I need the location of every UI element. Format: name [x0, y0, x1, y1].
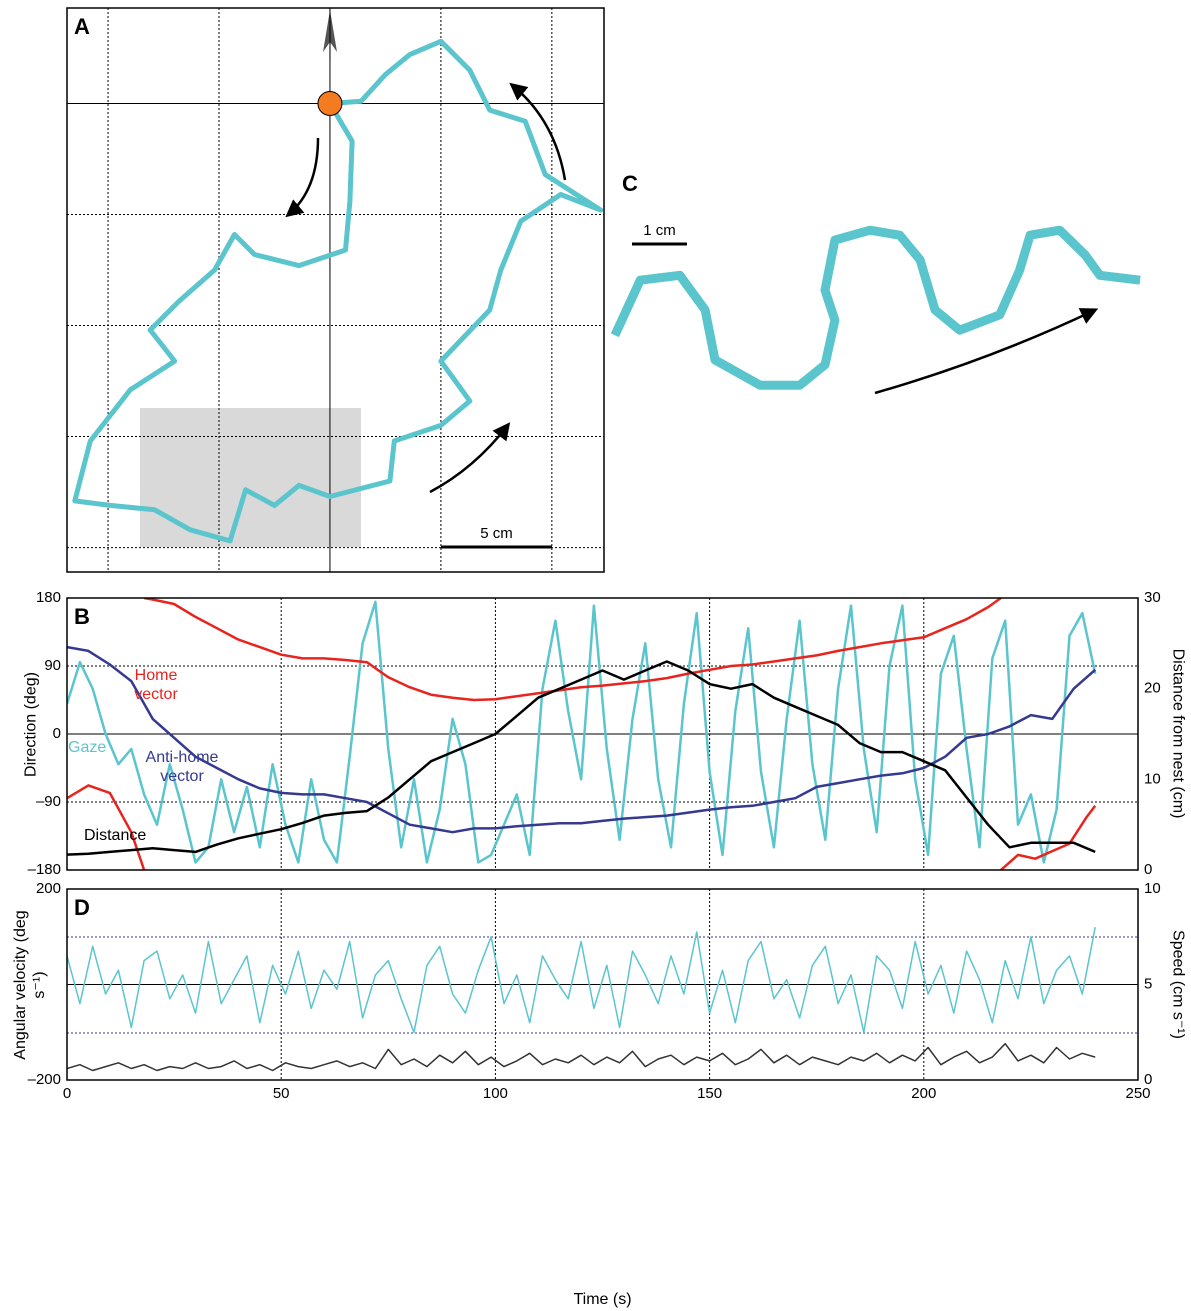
direction-arrow	[285, 137, 320, 218]
series-group	[67, 927, 1096, 1072]
series-line	[67, 645, 1097, 834]
series-line	[67, 660, 1096, 856]
series-group	[67, 598, 1097, 870]
x-tick-label: 200	[911, 1085, 936, 1102]
y-axis-label: Direction (deg)	[22, 672, 40, 777]
plot-frame	[66, 888, 1139, 1081]
panel-b	[66, 597, 1139, 871]
zoom-region	[140, 408, 361, 547]
x-tick-label: 100	[483, 1085, 508, 1102]
x-tick-label: 150	[697, 1085, 722, 1102]
nest-marker	[317, 90, 343, 116]
y2-tick-label: 0	[1144, 861, 1152, 878]
direction-arrow	[509, 82, 567, 181]
y2-tick-label: 20	[1144, 680, 1161, 697]
y2-axis-label: Distance from nest (cm)	[1169, 648, 1187, 819]
y-tick-label: –180	[28, 861, 61, 878]
y-tick-label: 90	[44, 657, 61, 674]
series-label: Home vector	[134, 667, 178, 703]
scale-bar-label: 1 cm	[643, 222, 676, 239]
scale-bar-label: 5 cm	[480, 525, 513, 542]
panel-d	[66, 888, 1139, 1081]
y-tick-label: 180	[36, 589, 61, 606]
y2-tick-label: 10	[1144, 770, 1161, 787]
panel-a-frame	[66, 7, 605, 573]
x-axis-label: Time (s)	[573, 1291, 632, 1308]
y-tick-label: –90	[36, 793, 61, 810]
x-tick-label: 0	[63, 1085, 71, 1102]
panel-letter: D	[74, 895, 90, 920]
x-tick-label: 50	[273, 1085, 290, 1102]
series-line	[67, 600, 1097, 864]
y-tick-label: 200	[36, 880, 61, 897]
series-label: Gaze	[68, 739, 107, 756]
panel-letter: B	[74, 604, 90, 629]
series-label: Distance	[84, 827, 147, 844]
series-line	[67, 1042, 1096, 1072]
trajectory	[72, 38, 604, 544]
y2-axis-label: Speed (cm s⁻¹)	[1169, 929, 1187, 1039]
series-label: Anti-home vector	[145, 749, 219, 785]
series-line	[67, 927, 1096, 1034]
y-tick-label: –200	[28, 1071, 61, 1088]
y2-tick-label: 10	[1144, 880, 1161, 897]
direction-arrow	[429, 422, 511, 494]
y2-tick-label: 30	[1144, 589, 1161, 606]
y-tick-label: 0	[53, 725, 61, 742]
trajectory	[610, 225, 1141, 390]
y2-tick-label: 5	[1144, 975, 1152, 992]
y-axis-label: Angular velocity (deg s⁻¹)	[12, 909, 48, 1060]
y2-tick-label: 0	[1144, 1071, 1152, 1088]
panel-letter: A	[74, 14, 90, 39]
panel-a	[67, 8, 604, 572]
panel-c	[610, 225, 1141, 390]
series-line	[67, 598, 1097, 870]
direction-arrow	[874, 308, 1099, 395]
plot-frame	[66, 597, 1139, 871]
x-tick-label: 250	[1125, 1085, 1150, 1102]
panel-letter: C	[622, 171, 638, 196]
